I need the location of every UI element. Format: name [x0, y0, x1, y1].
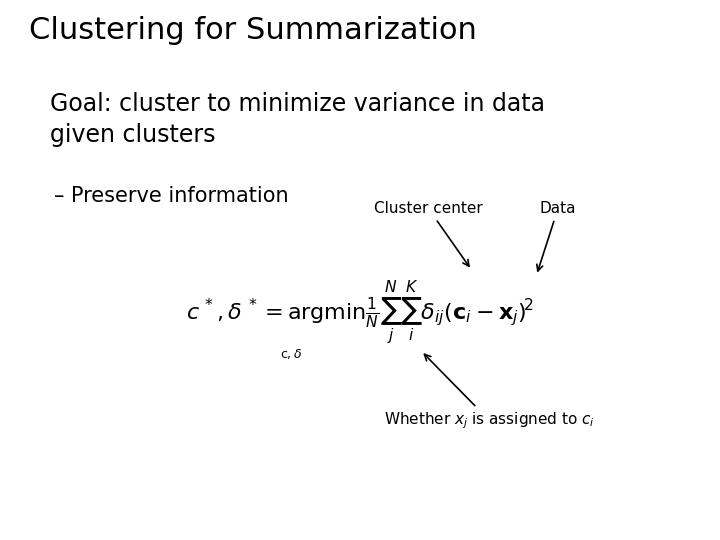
- Text: Clustering for Summarization: Clustering for Summarization: [29, 16, 477, 45]
- Text: Whether $x_j$ is assigned to $c_i$: Whether $x_j$ is assigned to $c_i$: [384, 354, 595, 431]
- Text: Goal: cluster to minimize variance in data
given clusters: Goal: cluster to minimize variance in da…: [50, 92, 546, 147]
- Text: $\mathit{c}^{\,*},\mathit{\delta}^{\,*} = \mathrm{argmin}\frac{1}{N} \sum_{j}^{N: $\mathit{c}^{\,*},\mathit{\delta}^{\,*} …: [186, 279, 534, 347]
- Text: – Preserve information: – Preserve information: [54, 186, 289, 206]
- Text: Data: Data: [537, 201, 576, 271]
- Text: Cluster center: Cluster center: [374, 201, 483, 266]
- Text: $\mathrm{c},\delta$: $\mathrm{c},\delta$: [280, 347, 303, 361]
